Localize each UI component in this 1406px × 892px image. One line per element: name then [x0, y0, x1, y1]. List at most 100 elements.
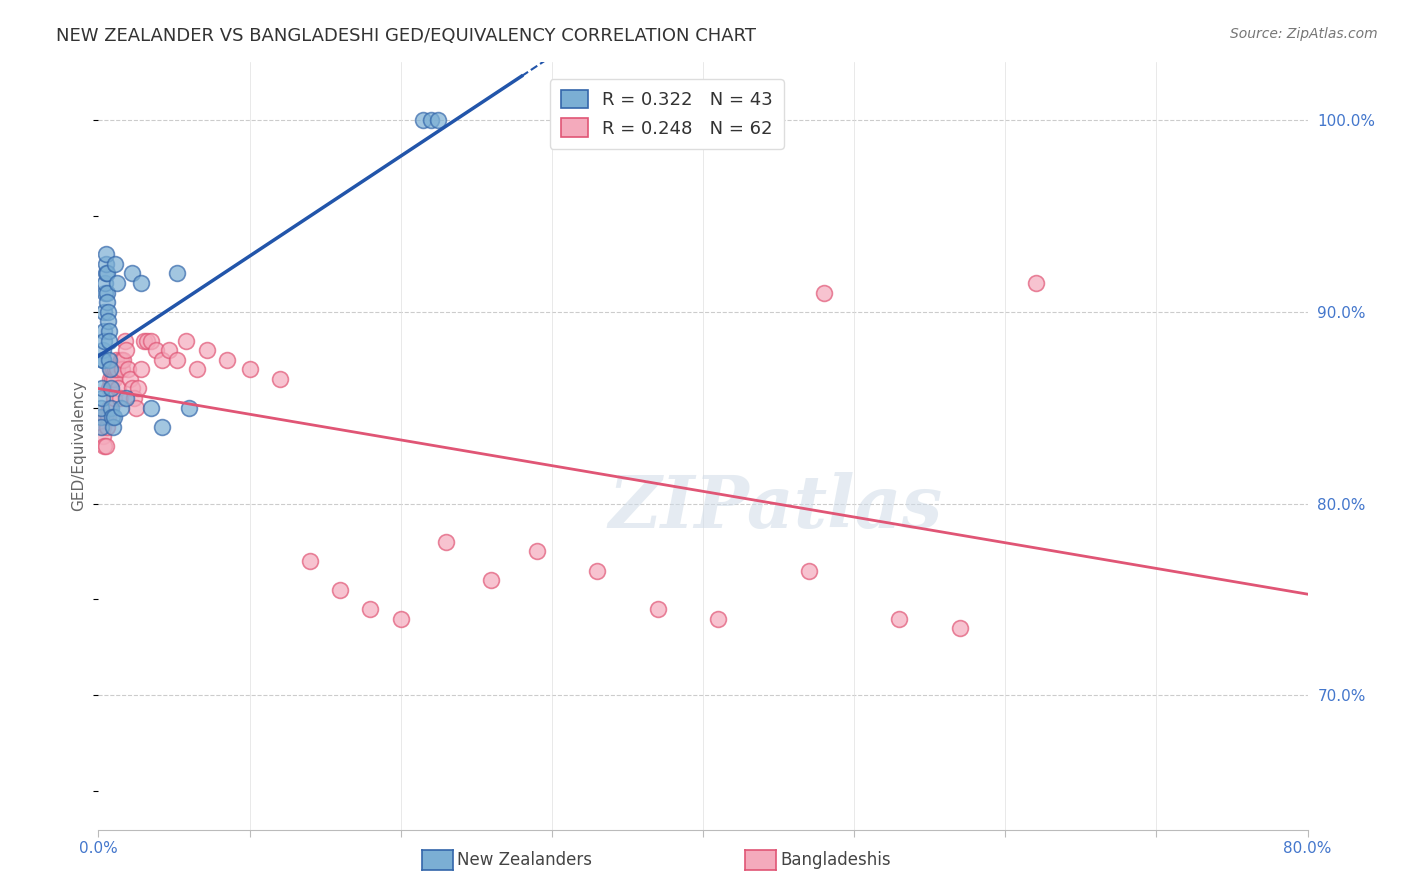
Point	[420, 112, 443, 127]
Point	[97, 314, 120, 328]
Point	[91, 429, 114, 443]
Point	[105, 362, 128, 376]
Point	[949, 621, 972, 635]
Point	[98, 381, 121, 395]
Point	[299, 554, 322, 568]
Point	[90, 410, 112, 425]
Point	[94, 439, 117, 453]
Point	[91, 419, 114, 434]
Point	[96, 295, 118, 310]
Point	[122, 391, 145, 405]
Point	[110, 352, 132, 367]
Point	[117, 362, 139, 376]
Point	[100, 401, 122, 415]
Point	[94, 410, 117, 425]
Point	[135, 334, 157, 348]
Point	[586, 564, 609, 578]
Point	[100, 381, 122, 395]
Point	[97, 401, 120, 415]
Point	[114, 334, 136, 348]
Point	[94, 266, 117, 280]
Point	[90, 419, 112, 434]
Point	[360, 602, 382, 616]
Point	[96, 419, 118, 434]
Point	[94, 276, 117, 290]
Point	[93, 334, 115, 348]
Point	[97, 304, 120, 318]
Point	[93, 304, 115, 318]
Point	[103, 391, 125, 405]
Point	[120, 372, 142, 386]
Point	[129, 276, 152, 290]
Point	[105, 276, 128, 290]
Text: Source: ZipAtlas.com: Source: ZipAtlas.com	[1230, 27, 1378, 41]
Point	[412, 112, 434, 127]
Point	[813, 285, 835, 300]
Point	[707, 612, 730, 626]
Point	[101, 419, 124, 434]
Point	[105, 352, 128, 367]
Point	[129, 362, 152, 376]
Point	[91, 381, 114, 395]
Point	[96, 247, 118, 261]
Point	[101, 372, 124, 386]
Point	[132, 334, 155, 348]
Point	[647, 602, 669, 616]
Text: NEW ZEALANDER VS BANGLADESHI GED/EQUIVALENCY CORRELATION CHART: NEW ZEALANDER VS BANGLADESHI GED/EQUIVAL…	[56, 27, 756, 45]
Point	[150, 352, 173, 367]
Point	[195, 343, 218, 357]
Text: ZIPatlas: ZIPatlas	[609, 472, 942, 543]
Point	[101, 362, 124, 376]
Point	[97, 324, 120, 338]
Point	[98, 334, 121, 348]
Point	[98, 372, 121, 386]
Point	[141, 334, 163, 348]
Point	[103, 372, 125, 386]
Point	[98, 362, 121, 376]
Point	[90, 391, 112, 405]
Point	[90, 401, 112, 415]
Point	[104, 362, 127, 376]
Point	[121, 266, 143, 280]
Point	[329, 582, 352, 597]
Point	[434, 535, 457, 549]
Point	[125, 401, 148, 415]
Point	[93, 439, 115, 453]
Point	[481, 574, 503, 588]
Point	[145, 343, 167, 357]
Point	[90, 410, 112, 425]
Point	[98, 352, 121, 367]
Point	[215, 352, 238, 367]
Point	[100, 362, 122, 376]
Point	[166, 266, 188, 280]
Point	[108, 391, 131, 405]
Point	[179, 401, 201, 415]
Point	[239, 362, 262, 376]
Point	[112, 352, 135, 367]
Point	[91, 352, 114, 367]
Text: New Zealanders: New Zealanders	[457, 851, 592, 869]
Point	[111, 362, 134, 376]
Point	[389, 612, 412, 626]
Point	[269, 372, 291, 386]
Point	[93, 324, 115, 338]
Point	[115, 343, 138, 357]
Point	[797, 564, 820, 578]
Point	[174, 334, 197, 348]
Point	[526, 544, 548, 558]
Point	[107, 381, 129, 395]
Point	[110, 401, 132, 415]
Text: Bangladeshis: Bangladeshis	[780, 851, 891, 869]
Point	[186, 362, 208, 376]
Point	[94, 257, 117, 271]
Point	[166, 352, 188, 367]
Point	[103, 410, 125, 425]
Point	[96, 285, 118, 300]
Point	[669, 112, 692, 127]
Point	[159, 343, 181, 357]
Point	[127, 381, 149, 395]
Y-axis label: GED/Equivalency: GED/Equivalency	[72, 381, 87, 511]
Point	[91, 343, 114, 357]
Legend: R = 0.322   N = 43, R = 0.248   N = 62: R = 0.322 N = 43, R = 0.248 N = 62	[550, 79, 783, 149]
Point	[121, 381, 143, 395]
